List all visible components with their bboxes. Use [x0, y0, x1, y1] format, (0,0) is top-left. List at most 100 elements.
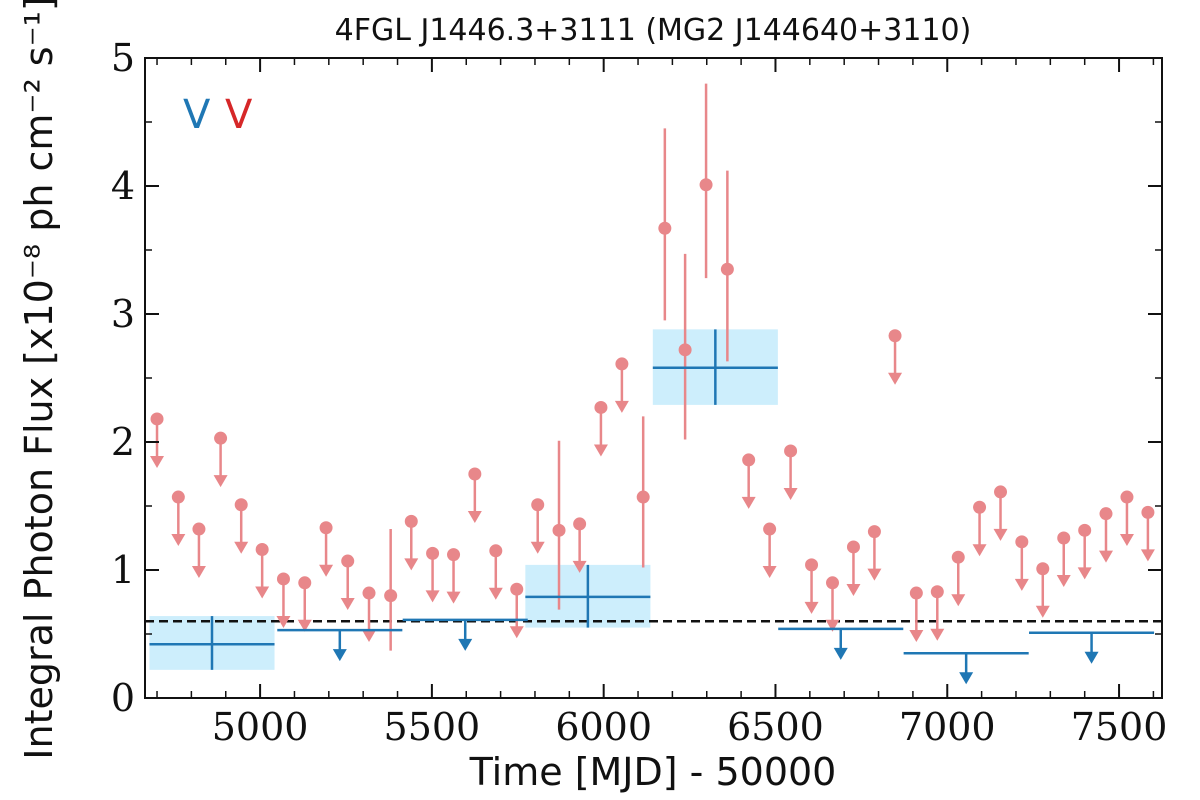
red-upper-limit-point — [214, 431, 228, 445]
red-data-point — [699, 83, 713, 279]
red-upper-limit-point — [1141, 505, 1155, 519]
red-upper-limit-point — [1036, 562, 1050, 576]
red-upper-limit-point — [192, 522, 206, 536]
red-upper-limit-point — [742, 453, 756, 467]
blue-data-point — [652, 329, 778, 405]
red-upper-limit-head — [572, 560, 587, 573]
red-upper-limit-head — [191, 566, 206, 579]
red-upper-limit-head — [846, 583, 861, 596]
red-upper-limit — [1077, 523, 1092, 580]
red-marker — [552, 523, 566, 537]
red-upper-limit — [297, 576, 312, 632]
red-marker — [384, 589, 398, 603]
red-upper-limit-point — [1015, 535, 1029, 549]
x-tick-label: 7000 — [899, 705, 996, 749]
red-upper-limit — [783, 444, 798, 500]
red-data-point — [678, 253, 692, 440]
red-upper-limit — [804, 558, 819, 614]
red-data-point — [552, 440, 566, 610]
red-upper-limit-point — [341, 554, 355, 568]
red-upper-limit-head — [255, 586, 270, 599]
red-upper-limit-head — [446, 591, 461, 604]
red-marker — [658, 221, 672, 235]
red-upper-limit — [255, 543, 270, 599]
red-marker — [720, 262, 734, 276]
red-upper-limit-point — [994, 485, 1008, 499]
red-upper-limit-point — [573, 517, 587, 531]
red-upper-limit — [1035, 562, 1050, 618]
red-upper-limit — [404, 514, 419, 571]
red-upper-limit-point — [615, 357, 629, 371]
red-upper-limit-point — [404, 514, 418, 528]
red-upper-limit — [362, 586, 377, 643]
red-upper-limit-point — [826, 576, 840, 590]
red-upper-limit-point — [1099, 507, 1113, 521]
x-tick-label: 5000 — [212, 705, 309, 749]
red-upper-limit — [234, 498, 249, 554]
red-upper-limit — [530, 498, 545, 554]
red-upper-limit-point — [319, 521, 333, 535]
red-upper-limit-head — [1014, 578, 1029, 591]
blue-upper-limit — [903, 651, 1029, 685]
red-upper-limit-point — [763, 522, 777, 536]
red-upper-limit-head — [319, 564, 334, 577]
blue-upper-limit-head — [332, 649, 347, 662]
chart-title: 4FGL J1446.3+3111 (MG2 J144640+3110) — [335, 13, 972, 48]
red-upper-limit-head — [867, 568, 882, 581]
red-upper-limit — [741, 453, 756, 509]
red-upper-limit — [488, 544, 503, 600]
red-upper-limit — [276, 572, 291, 628]
red-upper-limit-head — [213, 475, 228, 488]
x-tick-label: 6500 — [727, 705, 824, 749]
red-upper-limit-head — [614, 400, 629, 413]
red-upper-limit — [171, 490, 186, 547]
red-marker — [678, 343, 692, 357]
legend-entry-blue: V — [183, 92, 211, 138]
red-upper-limit-head — [1077, 567, 1092, 580]
x-tick-label: 6000 — [555, 705, 652, 749]
red-upper-limit-head — [467, 511, 482, 523]
red-upper-limit-head — [276, 615, 291, 628]
red-upper-limit-head — [741, 496, 756, 509]
red-upper-limit-head — [1140, 549, 1155, 562]
red-upper-limit — [762, 522, 777, 579]
red-upper-limit — [213, 431, 228, 488]
red-upper-limit-head — [1056, 575, 1071, 587]
red-upper-limit-point — [888, 329, 902, 343]
red-upper-limit-point — [909, 586, 923, 600]
red-upper-limit — [572, 517, 587, 573]
red-upper-limit — [1140, 505, 1155, 562]
red-upper-limit-head — [1119, 534, 1134, 547]
red-upper-limit-head — [762, 566, 777, 579]
red-upper-limit-point — [276, 572, 290, 586]
y-tick-label: 1 — [111, 548, 135, 592]
plot-area — [145, 83, 1162, 685]
red-upper-limit-point — [930, 585, 944, 599]
red-data-point — [658, 128, 672, 321]
red-upper-limit — [614, 357, 629, 413]
red-upper-limit-point — [805, 558, 819, 572]
red-data-point — [720, 170, 734, 362]
red-upper-limit-head — [951, 594, 966, 607]
red-upper-limit-head — [825, 619, 840, 632]
blue-upper-limit — [277, 628, 403, 662]
red-upper-limit-point — [1120, 490, 1134, 504]
red-upper-limit-head — [171, 534, 186, 547]
red-upper-limit — [1098, 507, 1113, 563]
y-tick-label: 5 — [111, 36, 135, 80]
blue-data-point — [149, 616, 275, 670]
red-upper-limit — [951, 550, 966, 607]
blue-upper-limit — [778, 627, 904, 660]
red-upper-limit-point — [510, 582, 524, 596]
red-upper-limit-point — [951, 550, 965, 564]
blue-upper-limit-head — [1084, 651, 1099, 664]
red-upper-limit — [340, 554, 355, 611]
red-upper-limit-point — [468, 467, 482, 481]
y-tick-label: 2 — [111, 420, 135, 464]
red-upper-limit-point — [1078, 523, 1092, 537]
red-upper-limit — [909, 586, 924, 643]
red-upper-limit — [446, 548, 461, 604]
red-upper-limit — [825, 576, 840, 632]
red-upper-limit-head — [509, 626, 524, 639]
red-upper-limit-head — [909, 630, 924, 643]
